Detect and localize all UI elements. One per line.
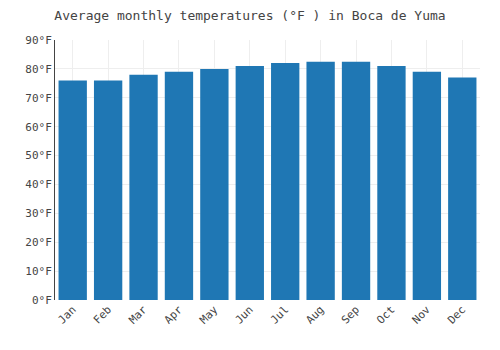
svg-text:Apr: Apr	[162, 303, 186, 327]
svg-text:Aug: Aug	[303, 303, 326, 326]
svg-text:Sep: Sep	[339, 303, 362, 326]
svg-text:80°F: 80°F	[25, 63, 52, 76]
svg-text:Jan: Jan	[55, 303, 78, 326]
svg-text:Average monthly temperatures (: Average monthly temperatures (°F ) in Bo…	[54, 8, 445, 23]
svg-text:Dec: Dec	[445, 303, 468, 326]
svg-text:Jul: Jul	[268, 303, 291, 326]
svg-text:50°F: 50°F	[25, 149, 52, 162]
svg-text:30°F: 30°F	[25, 207, 52, 220]
svg-text:Feb: Feb	[91, 303, 114, 326]
svg-text:May: May	[197, 303, 221, 327]
svg-text:Jun: Jun	[233, 303, 256, 326]
svg-text:90°F: 90°F	[25, 34, 52, 47]
svg-text:20°F: 20°F	[25, 236, 52, 249]
svg-text:Mar: Mar	[126, 303, 150, 327]
svg-text:70°F: 70°F	[25, 92, 52, 105]
svg-text:Oct: Oct	[374, 303, 397, 326]
svg-text:40°F: 40°F	[25, 178, 52, 191]
svg-text:0°F: 0°F	[32, 294, 52, 307]
svg-text:60°F: 60°F	[25, 121, 52, 134]
svg-text:10°F: 10°F	[25, 265, 52, 278]
svg-text:Nov: Nov	[410, 303, 434, 327]
